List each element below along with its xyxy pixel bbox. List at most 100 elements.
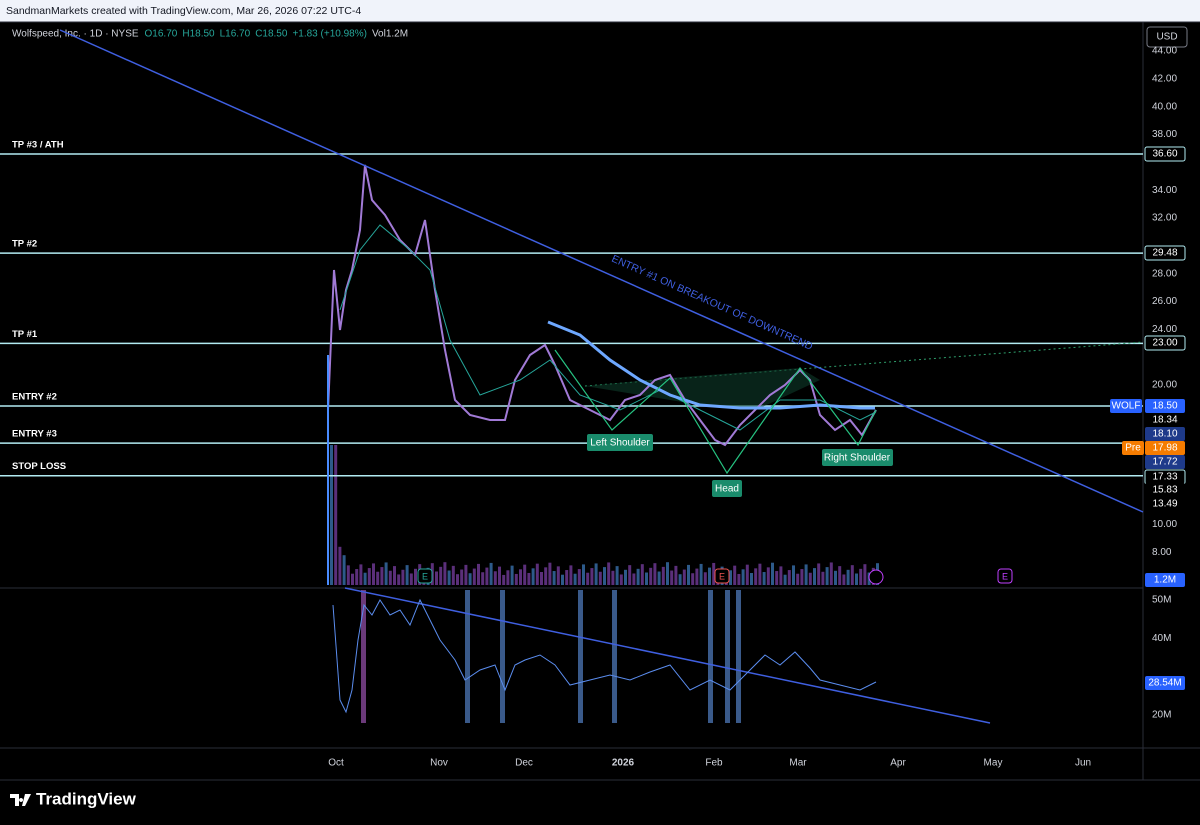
volume-bar [380, 567, 384, 585]
price-tag-label: 13.49 [1152, 499, 1177, 510]
volume-bar [493, 571, 497, 585]
highlight-bar [725, 590, 730, 723]
volume-bar [863, 564, 867, 585]
time-label: Nov [430, 758, 448, 769]
pattern-fill [585, 368, 820, 408]
price-tick-label: 20.00 [1152, 380, 1177, 391]
indicator-tick-label: 50M [1152, 595, 1171, 606]
volume-bar [552, 571, 556, 585]
highlight-bar [578, 590, 583, 723]
volume-bar [628, 565, 632, 585]
volume-bar [351, 573, 354, 585]
volume-bar [842, 574, 846, 585]
time-label: Apr [890, 758, 906, 769]
volume-bar [796, 573, 800, 585]
right-shoulder: Right Shoulder [824, 453, 891, 464]
indicator-line [332, 598, 877, 714]
symbol-legend: Wolfspeed, Inc. · 1D · NYSE O16.70 H18.50 L… [12, 29, 408, 40]
price-tag-label: 29.48 [1152, 248, 1177, 259]
volume-bar [477, 563, 480, 585]
earnings-icon [417, 568, 433, 584]
volume-bar [653, 563, 657, 585]
earnings-label: E [719, 571, 725, 581]
dividend-icon [868, 569, 884, 585]
label-box [822, 449, 893, 466]
indicator-tick-label: 20M [1152, 710, 1171, 721]
volume-bar [481, 572, 485, 585]
volume-bar [456, 574, 459, 585]
volume-bar [573, 573, 577, 585]
volume-bar [540, 572, 543, 585]
volume-bar [527, 572, 531, 585]
volume-bar [414, 568, 417, 585]
volume-bar [603, 567, 606, 585]
volume-bar [792, 565, 795, 585]
earnings-icon [714, 568, 730, 584]
volume-bar [771, 562, 774, 585]
volume-bar [779, 566, 783, 585]
price-tick-label: 8.00 [1152, 547, 1172, 558]
currency[interactable]: USD [1156, 32, 1177, 43]
volume-bar [645, 572, 648, 585]
level-label: TP #3 / ATH [12, 140, 64, 151]
volume-bar [489, 562, 493, 585]
volume-bar [687, 564, 690, 585]
volume-bar [695, 568, 699, 585]
currency-button[interactable] [1146, 26, 1188, 48]
head: Head [715, 484, 739, 495]
price-tick-label: 34.00 [1152, 185, 1177, 196]
volume-bar [712, 562, 716, 585]
volume-bar [359, 564, 363, 585]
volume-bar [514, 573, 518, 585]
legend-text: Wolfspeed, Inc. · 1D · NYSE [12, 29, 139, 40]
price-tag-label: Pre [1125, 443, 1141, 454]
volume-bar [598, 571, 602, 585]
volume-bar [758, 563, 762, 585]
volume-bar [775, 571, 779, 585]
level-label: ENTRY #3 [12, 429, 57, 440]
price-tag [1145, 455, 1185, 469]
volume-bar [649, 567, 653, 585]
level-label: STOP LOSS [12, 461, 66, 472]
volume-bar [468, 573, 472, 585]
price-tag [1145, 676, 1185, 690]
volume-bar [531, 568, 535, 585]
price-tick-label: 24.00 [1152, 324, 1177, 335]
volume-bar [708, 567, 711, 585]
volume-bar [330, 445, 333, 585]
time-label: Jun [1075, 758, 1091, 769]
volume-bar [372, 563, 375, 585]
volume-bar [590, 568, 594, 585]
volume-bar [393, 566, 396, 585]
volume-bar [682, 569, 686, 585]
level-label: TP #2 [12, 239, 37, 250]
volume-bar [821, 571, 825, 585]
highlight-bar [465, 590, 470, 723]
volume-bar [615, 566, 619, 585]
volume-bar [569, 565, 573, 585]
volume-bar [741, 569, 745, 585]
volume-bar [447, 570, 451, 585]
time-label: Dec [515, 758, 533, 769]
time-label: May [984, 758, 1003, 769]
time-label: Oct [328, 758, 344, 769]
indicator-tick-label: 40M [1152, 633, 1171, 644]
price-tag-label: 15.83 [1152, 485, 1177, 496]
price-tag [1145, 483, 1185, 497]
volume-bar [624, 569, 627, 585]
volume-bar [376, 571, 380, 585]
volume-bar [586, 572, 590, 585]
volume-bar [661, 566, 665, 585]
volume-bar [409, 573, 413, 585]
price-tag-label: 18.10 [1152, 429, 1177, 440]
top-bar [0, 0, 1200, 22]
price-tag [1145, 441, 1185, 455]
volume-bar [506, 570, 510, 585]
volume-bar [510, 565, 514, 585]
volume-bar [485, 567, 489, 585]
volume-bar [460, 569, 464, 585]
volume-bar [632, 573, 636, 585]
volume-bar [817, 563, 821, 585]
